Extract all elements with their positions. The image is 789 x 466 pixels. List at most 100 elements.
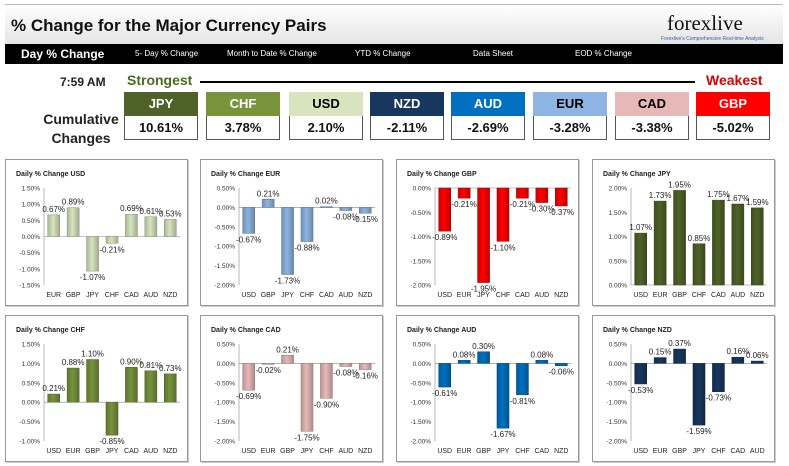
nav-day-change[interactable]: Day % Change bbox=[21, 47, 105, 61]
category-label: AUD bbox=[534, 292, 549, 299]
data-label: -1.10% bbox=[490, 243, 515, 252]
currency-code: EUR bbox=[533, 92, 607, 116]
chart-title: Daily % Change AUD bbox=[407, 327, 476, 334]
data-label: -0.30% bbox=[529, 205, 554, 214]
y-tick-label: 1.50% bbox=[609, 210, 628, 217]
y-tick-label: 0.00% bbox=[609, 361, 628, 368]
category-label: JPY bbox=[86, 292, 99, 299]
y-tick-label: 0.00% bbox=[22, 400, 41, 407]
bar-chf bbox=[516, 363, 529, 396]
y-tick-label: -1.00% bbox=[214, 400, 235, 407]
chart-svg: Daily % Change JPY 0.00% 0.50% 1.00% 1.50% 2.… bbox=[603, 171, 769, 299]
data-label: -0.21% bbox=[510, 200, 535, 209]
chart-svg: Daily % Change NZD-2.00%-1.50%-1.00%-0.5… bbox=[603, 327, 769, 455]
category-label: AUD bbox=[143, 448, 158, 455]
chart-svg: Daily % Change CAD -2.00% -1.50% -1.00% -0.5… bbox=[211, 327, 378, 455]
chart-panel-usd: Daily % Change USD -1.50% -1.00% -0.50% 0.00… bbox=[5, 159, 188, 306]
nav-eod-change[interactable]: EOD % Change bbox=[575, 49, 632, 58]
bar-eur bbox=[47, 214, 60, 237]
category-label: JPY bbox=[301, 448, 314, 455]
category-label: USD bbox=[437, 292, 452, 299]
forexlive-logo[interactable]: forexlive Forexlive's Comprehensive Real… bbox=[657, 9, 775, 43]
bar-gbp bbox=[673, 190, 686, 286]
y-tick-label: 0.50% bbox=[22, 218, 41, 225]
chart-panel-chf: Daily % Change CHF -1.00% -0.50% 0.00% 0.50%… bbox=[5, 315, 188, 462]
data-label: 0.21% bbox=[276, 345, 299, 354]
category-label: NZD bbox=[163, 292, 177, 299]
category-label: JPY bbox=[477, 292, 490, 299]
data-label: 0.08% bbox=[531, 350, 554, 359]
category-label: USD bbox=[241, 292, 256, 299]
currency-box-nzd: NZD -2.11% bbox=[370, 92, 444, 142]
chart-svg: Daily % Change CHF -1.00% -0.50% 0.00% 0.50%… bbox=[16, 327, 182, 455]
y-tick-label: 0.50% bbox=[609, 258, 628, 265]
y-tick-label: 0.00% bbox=[22, 234, 41, 241]
bar-aud bbox=[144, 370, 158, 403]
y-tick-label: 0.00% bbox=[609, 283, 628, 290]
data-label: -0.69% bbox=[236, 392, 261, 401]
category-label: CHF bbox=[692, 292, 706, 299]
nav-5day-change[interactable]: 5- Day % Change bbox=[135, 49, 199, 58]
y-tick-label: 1.50% bbox=[22, 342, 41, 349]
data-label: -1.07% bbox=[80, 273, 105, 282]
y-tick-label: -2.00% bbox=[410, 283, 431, 290]
page-title: % Change for the Major Currency Pairs bbox=[11, 16, 327, 35]
currency-box-aud: AUD -2.69% bbox=[451, 92, 525, 142]
y-tick-label: -0.50% bbox=[606, 380, 627, 387]
y-tick-label: -2.00% bbox=[606, 439, 627, 446]
data-label: -0.89% bbox=[432, 233, 457, 242]
currency-box-usd: USD 2.10% bbox=[289, 92, 363, 142]
category-label: NZD bbox=[358, 448, 372, 455]
bar-jpy bbox=[692, 363, 706, 426]
category-label: CHF bbox=[496, 292, 510, 299]
data-label: -1.95% bbox=[471, 285, 496, 294]
bar-aud bbox=[339, 363, 353, 367]
data-label: 1.10% bbox=[81, 350, 104, 359]
nav-month-to-date[interactable]: Month to Date % Change bbox=[227, 49, 317, 58]
currency-code: JPY bbox=[124, 92, 198, 116]
bar-nzd bbox=[359, 207, 372, 214]
y-tick-label: -0.50% bbox=[214, 224, 235, 231]
bar-usd bbox=[242, 363, 255, 391]
category-label: AUD bbox=[338, 448, 353, 455]
data-label: 0.30% bbox=[472, 342, 495, 351]
bar-nzd bbox=[751, 207, 764, 286]
bar-gbp bbox=[86, 359, 99, 403]
bar-cad bbox=[320, 206, 333, 208]
currency-cumulative-value: -3.28% bbox=[533, 116, 607, 140]
data-label: 0.85% bbox=[688, 234, 711, 243]
category-label: GBP bbox=[476, 448, 491, 455]
chart-panel-aud: Daily % Change AUD -2.00% -1.50% -1.00% -0.5… bbox=[396, 315, 579, 462]
data-label: 0.16% bbox=[727, 347, 750, 356]
y-tick-label: 0.50% bbox=[217, 186, 236, 193]
nav-data-sheet[interactable]: Data Sheet bbox=[473, 49, 514, 58]
category-label: JPY bbox=[281, 292, 294, 299]
data-label: 0.69% bbox=[120, 204, 143, 213]
data-label: -0.90% bbox=[314, 400, 339, 409]
bar-eur bbox=[457, 360, 471, 364]
chart-svg: Daily % Change USD -1.50% -1.00% -0.50% 0.00… bbox=[16, 171, 182, 299]
category-label: GBP bbox=[672, 292, 687, 299]
data-label: -0.88% bbox=[294, 244, 319, 253]
currency-cumulative-value: 10.61% bbox=[124, 116, 198, 140]
nav-ytd-change[interactable]: YTD % Change bbox=[355, 49, 411, 58]
bar-chf bbox=[692, 243, 706, 286]
bar-usd bbox=[634, 232, 647, 286]
bar-cad bbox=[516, 187, 529, 199]
category-label: EUR bbox=[457, 448, 472, 455]
currency-code: AUD bbox=[451, 92, 525, 116]
currency-cumulative-value: -2.69% bbox=[451, 116, 525, 140]
category-label: JPY bbox=[497, 448, 510, 455]
data-label: -1.73% bbox=[275, 277, 300, 286]
category-label: EUR bbox=[46, 292, 61, 299]
currency-cumulative-value: -5.02% bbox=[696, 116, 770, 140]
currency-code: CAD bbox=[615, 92, 689, 116]
bar-cad bbox=[712, 199, 725, 286]
currency-box-chf: CHF 3.78% bbox=[206, 92, 280, 142]
y-tick-label: -1.00% bbox=[410, 234, 431, 241]
category-label: NZD bbox=[750, 292, 764, 299]
chart-title: Daily % Change CAD bbox=[211, 327, 281, 334]
y-tick-label: -0.50% bbox=[410, 380, 431, 387]
category-label: EUR bbox=[653, 292, 668, 299]
bar-nzd bbox=[164, 373, 177, 403]
